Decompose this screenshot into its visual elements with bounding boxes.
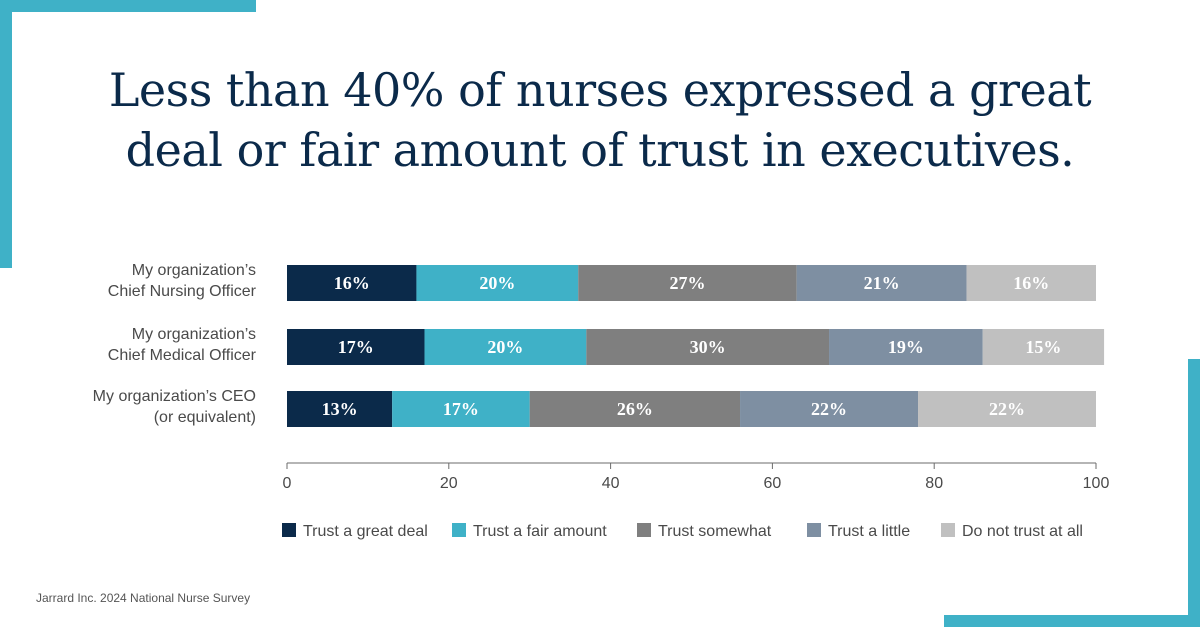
x-axis-tick-label: 60: [764, 475, 782, 492]
bar-value-label: 21%: [864, 273, 900, 293]
chart-title: Less than 40% of nurses expressed a grea…: [0, 60, 1200, 180]
x-axis-tick-label: 20: [440, 475, 458, 492]
x-axis-tick-label: 80: [925, 475, 943, 492]
x-axis-tick-label: 0: [283, 475, 292, 492]
legend-swatch: [452, 523, 466, 537]
bar-segment: [982, 329, 1105, 365]
category-label: My organization’s: [132, 262, 256, 279]
bar-value-label: 16%: [1013, 273, 1049, 293]
legend-swatch: [807, 523, 821, 537]
bar-segment: [966, 265, 1096, 301]
legend-swatch: [637, 523, 651, 537]
bar-segment: [287, 329, 425, 365]
corner-accent-bottom-horizontal: [944, 615, 1200, 627]
chart-title-line-1: Less than 40% of nurses expressed a grea…: [108, 63, 1092, 117]
bar-value-label: 30%: [690, 337, 726, 357]
bar-value-label: 15%: [1025, 337, 1061, 357]
bar-value-label: 22%: [811, 399, 847, 419]
legend-label: Trust a fair amount: [473, 523, 607, 540]
category-label: Chief Nursing Officer: [108, 283, 257, 300]
bar-segment: [578, 265, 797, 301]
legend-label: Trust a great deal: [303, 523, 428, 540]
corner-accent-bottom-vertical: [1188, 359, 1200, 627]
legend-swatch: [282, 523, 296, 537]
bar-segment: [529, 391, 741, 427]
bar-value-label: 22%: [989, 399, 1025, 419]
bar-value-label: 20%: [487, 337, 523, 357]
legend-label: Trust somewhat: [658, 523, 772, 540]
bar-segment: [796, 265, 967, 301]
category-label: My organization’s: [132, 326, 256, 343]
bar-segment: [287, 265, 417, 301]
category-label: Chief Medical Officer: [108, 347, 257, 364]
bar-segment: [424, 329, 587, 365]
x-axis-tick-label: 40: [602, 475, 620, 492]
corner-accent-top-vertical: [0, 0, 12, 268]
legend-label: Do not trust at all: [962, 523, 1083, 540]
bar-segment: [287, 391, 393, 427]
bar-segment: [392, 391, 530, 427]
legend-swatch: [941, 523, 955, 537]
bar-segment: [918, 391, 1096, 427]
chart-title-line-2: deal or fair amount of trust in executiv…: [125, 123, 1075, 177]
legend-label: Trust a little: [828, 523, 910, 540]
bar-value-label: 17%: [338, 337, 374, 357]
bar-value-label: 16%: [334, 273, 370, 293]
bar-value-label: 27%: [669, 273, 705, 293]
bar-segment: [829, 329, 983, 365]
bar-value-label: 19%: [888, 337, 924, 357]
bar-value-label: 20%: [479, 273, 515, 293]
bar-value-label: 13%: [322, 399, 358, 419]
bar-segment: [740, 391, 919, 427]
x-axis-tick-label: 100: [1083, 475, 1110, 492]
corner-accent-top-horizontal: [0, 0, 256, 12]
bar-value-label: 17%: [443, 399, 479, 419]
bar-segment: [586, 329, 830, 365]
bar-value-label: 26%: [617, 399, 653, 419]
source-note: Jarrard Inc. 2024 National Nurse Survey: [36, 591, 251, 605]
category-label: My organization’s CEO: [93, 388, 256, 405]
bar-segment: [416, 265, 579, 301]
category-label: (or equivalent): [154, 409, 256, 426]
